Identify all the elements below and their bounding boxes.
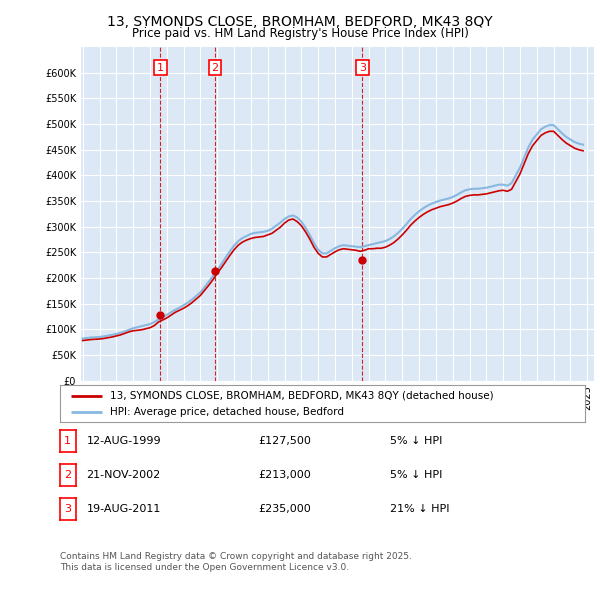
Text: 21% ↓ HPI: 21% ↓ HPI (390, 504, 449, 514)
Text: 13, SYMONDS CLOSE, BROMHAM, BEDFORD, MK43 8QY: 13, SYMONDS CLOSE, BROMHAM, BEDFORD, MK4… (107, 15, 493, 29)
Text: 5% ↓ HPI: 5% ↓ HPI (390, 436, 442, 445)
Text: 1: 1 (157, 63, 164, 73)
Text: Price paid vs. HM Land Registry's House Price Index (HPI): Price paid vs. HM Land Registry's House … (131, 27, 469, 40)
Text: £213,000: £213,000 (258, 470, 311, 480)
Text: 21-NOV-2002: 21-NOV-2002 (86, 470, 161, 480)
Text: 2: 2 (64, 470, 71, 480)
Text: HPI: Average price, detached house, Bedford: HPI: Average price, detached house, Bedf… (110, 407, 344, 417)
Text: 19-AUG-2011: 19-AUG-2011 (86, 504, 161, 514)
Text: 3: 3 (64, 504, 71, 514)
Text: 3: 3 (359, 63, 366, 73)
Text: 12-AUG-1999: 12-AUG-1999 (86, 436, 161, 445)
Text: 13, SYMONDS CLOSE, BROMHAM, BEDFORD, MK43 8QY (detached house): 13, SYMONDS CLOSE, BROMHAM, BEDFORD, MK4… (110, 391, 493, 401)
Text: 1: 1 (64, 436, 71, 445)
Text: Contains HM Land Registry data © Crown copyright and database right 2025.
This d: Contains HM Land Registry data © Crown c… (60, 552, 412, 572)
Text: £235,000: £235,000 (258, 504, 311, 514)
Text: £127,500: £127,500 (258, 436, 311, 445)
Text: 5% ↓ HPI: 5% ↓ HPI (390, 470, 442, 480)
Text: 2: 2 (212, 63, 218, 73)
